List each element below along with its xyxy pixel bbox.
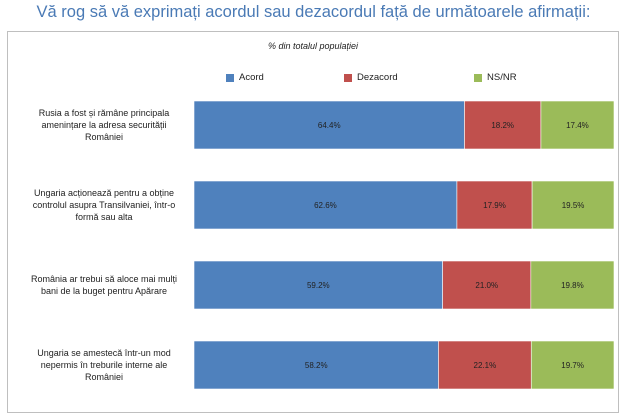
legend-label-dezacord: Dezacord xyxy=(357,72,398,83)
legend-item-nsnr: NS/NR xyxy=(474,72,517,83)
bar-segment-ns-nr xyxy=(531,180,615,230)
category-label: Rusia a fost și rămâne principala ameninț… xyxy=(39,108,170,142)
category-label-line: formă sau alta xyxy=(75,212,132,222)
legend-swatch-nsnr xyxy=(474,73,482,82)
legend-label-nsnr: NS/NR xyxy=(487,72,517,83)
bar-segment-ns-nr xyxy=(530,260,615,310)
bar-segment-ns-nr xyxy=(540,100,615,150)
category-label-line: Rusia a fost și rămâne principala xyxy=(39,108,170,118)
data-label-ns-nr: 19.8% xyxy=(561,281,584,290)
legend-swatch-acord xyxy=(226,73,234,82)
category-label-line: României xyxy=(85,132,123,142)
data-label-ns-nr: 17.4% xyxy=(566,121,589,130)
legend-label-acord: Acord xyxy=(239,72,264,83)
data-label-acord: 64.4% xyxy=(318,121,341,130)
legend-item-dezacord: Dezacord xyxy=(344,72,398,83)
stacked-bar-chart: Rusia a fost și rămâne principala ameninț… xyxy=(31,100,615,390)
category-label-line: Ungaria acționează pentru a obține xyxy=(34,188,174,198)
category-label-line: bani de la buget pentru Apărare xyxy=(41,286,167,296)
data-label-dezacord: 18.2% xyxy=(491,121,514,130)
bar-segment-dezacord xyxy=(442,260,532,310)
category-label-line: României xyxy=(85,372,123,382)
page-title: Vă rog să vă exprimați acordul sau dezac… xyxy=(36,3,591,21)
bar-segment-dezacord xyxy=(456,180,533,230)
data-label-dezacord: 22.1% xyxy=(474,361,497,370)
data-label-dezacord: 21.0% xyxy=(475,281,498,290)
chart-subtitle: % din totalul populației xyxy=(267,41,359,51)
category-label-line: România ar trebui să aloce mai mulți xyxy=(31,274,177,284)
data-label-dezacord: 17.9% xyxy=(483,201,506,210)
category-label: România ar trebui să aloce mai mulți bani… xyxy=(31,274,177,296)
category-label-line: controlul asupra Transilvaniei, într-o xyxy=(33,200,176,210)
category-label-line: Ungaria se amestecă într-un mod xyxy=(37,348,171,358)
bar-segment-ns-nr xyxy=(530,340,615,390)
category-label: Ungaria se amestecă într-un mod nepermis … xyxy=(37,348,171,382)
bar-segment-dezacord xyxy=(438,340,532,390)
data-label-acord: 59.2% xyxy=(307,281,330,290)
category-label: Ungaria acționează pentru a obține contro… xyxy=(33,188,176,222)
category-label-line: amenințare la adresa securității xyxy=(41,120,166,130)
data-label-acord: 62.6% xyxy=(314,201,337,210)
data-label-acord: 58.2% xyxy=(305,361,328,370)
legend-swatch-dezacord xyxy=(344,73,352,82)
legend-item-acord: Acord xyxy=(226,72,264,83)
bar-segment-acord xyxy=(193,260,443,310)
bar-segment-acord xyxy=(193,180,458,230)
bar-segment-acord xyxy=(193,100,465,150)
data-label-ns-nr: 19.5% xyxy=(562,201,585,210)
data-label-ns-nr: 19.7% xyxy=(561,361,584,370)
chart-frame: % din totalul populației Acord Dezacord … xyxy=(7,31,619,413)
category-label-line: nepermis în treburile interne ale xyxy=(41,360,168,370)
chart-legend: Acord Dezacord NS/NR xyxy=(8,72,618,86)
